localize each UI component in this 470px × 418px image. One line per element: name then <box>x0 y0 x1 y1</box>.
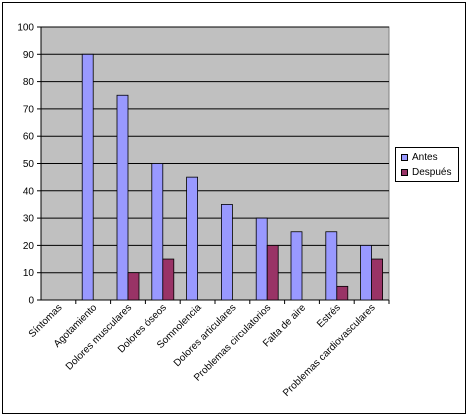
x-category-label: Estrés <box>315 302 343 330</box>
legend-swatch-antes <box>401 154 408 161</box>
bar-antes <box>220 204 233 301</box>
legend-label-despues: Después <box>412 167 452 178</box>
y-tick-label: 20 <box>23 241 35 252</box>
bar-despues <box>127 272 140 301</box>
bar-antes <box>151 163 164 301</box>
y-tick-label: 0 <box>28 296 34 307</box>
bar-despues <box>266 244 279 301</box>
y-tick-label: 40 <box>23 186 35 197</box>
y-tick-label: 10 <box>23 268 35 279</box>
bar-antes <box>360 244 373 301</box>
y-tick-label: 100 <box>17 23 34 34</box>
legend-label-antes: Antes <box>412 152 438 163</box>
legend-swatch-despues <box>401 169 408 176</box>
bar-antes <box>290 231 303 301</box>
bar-antes <box>81 53 94 301</box>
y-tick-label: 50 <box>23 159 35 170</box>
legend-item-despues: Después <box>401 167 451 178</box>
y-tick-label: 30 <box>23 214 35 225</box>
bar-despues <box>162 258 175 301</box>
chart-legend: Antes Después <box>395 147 459 182</box>
bar-antes <box>186 176 199 301</box>
bar-antes <box>116 94 129 301</box>
bar-antes <box>255 217 268 301</box>
x-category-label: Dolores musculares <box>64 302 134 372</box>
y-tick-label: 90 <box>23 50 35 61</box>
x-category-label: Dolores articulares <box>172 302 239 369</box>
legend-item-antes: Antes <box>401 152 438 163</box>
y-tick-label: 60 <box>23 132 35 143</box>
y-tick-label: 80 <box>23 77 35 88</box>
y-tick-label: 70 <box>23 104 35 115</box>
bar-despues <box>371 258 384 301</box>
bar-antes <box>325 231 338 301</box>
bar-despues <box>336 285 349 301</box>
